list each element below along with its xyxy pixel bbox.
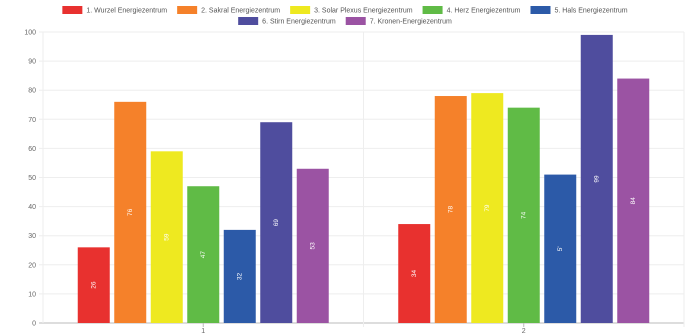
y-tick-label: 0 <box>32 321 36 328</box>
legend-item[interactable]: 5. Hals Energiezentrum <box>530 6 628 15</box>
legend-swatch <box>345 17 366 25</box>
bar[interactable] <box>507 107 540 323</box>
legend-swatch <box>290 6 311 14</box>
data-label: 53 <box>309 242 316 250</box>
data-label: 69 <box>273 219 280 227</box>
y-tick-label: 70 <box>28 117 36 124</box>
legend-swatch <box>62 6 83 14</box>
bar[interactable] <box>471 93 504 323</box>
legend-swatch <box>422 6 443 14</box>
legend-label: 3. Solar Plexus Energiezentrum <box>314 8 413 15</box>
legend-label: 5. Hals Energiezentrum <box>554 8 627 15</box>
bars: 26 76 59 47 32 69 53 34 78 79 74 5' 99 84 <box>77 34 650 324</box>
legend-label: 7. Kronen-Energiezentrum <box>370 19 452 26</box>
legend-label: 4. Herz Energiezentrum <box>447 8 521 15</box>
grid-lines <box>39 31 685 327</box>
y-tick-label: 80 <box>28 88 36 95</box>
bar[interactable] <box>114 101 147 323</box>
bar[interactable] <box>296 168 329 323</box>
bar[interactable] <box>398 224 431 323</box>
legend-item[interactable]: 1. Wurzel Energiezentrum <box>62 6 167 15</box>
legend-swatch <box>530 6 551 14</box>
y-tick-label: 10 <box>28 291 36 298</box>
legend[interactable]: 1. Wurzel Energiezentrum 2. Sakral Energi… <box>62 6 628 26</box>
data-label: 78 <box>447 206 454 214</box>
y-tick-label: 40 <box>28 204 36 211</box>
x-tick-label: 1 <box>201 328 205 335</box>
legend-swatch <box>238 17 259 25</box>
data-label: 34 <box>411 270 418 278</box>
data-label: 74 <box>520 211 527 219</box>
y-tick-label: 30 <box>28 233 36 240</box>
y-tick-label: 90 <box>28 59 36 66</box>
data-label: 99 <box>593 175 600 183</box>
data-label: 47 <box>200 251 207 259</box>
legend-label: 2. Sakral Energiezentrum <box>201 8 280 15</box>
y-axis: 0 10 20 30 40 50 60 70 80 90 100 <box>24 30 36 328</box>
data-label: 59 <box>163 233 170 241</box>
legend-item[interactable]: 6. Stirn Energiezentrum <box>238 17 336 26</box>
y-tick-label: 100 <box>24 30 36 37</box>
bar[interactable] <box>223 229 256 323</box>
y-tick-label: 20 <box>28 262 36 269</box>
y-tick-label: 60 <box>28 146 36 153</box>
data-label: 76 <box>127 208 134 216</box>
bar[interactable] <box>77 247 110 323</box>
bar[interactable] <box>544 174 577 323</box>
x-tick-label: 2 <box>522 328 526 335</box>
legend-label: 1. Wurzel Energiezentrum <box>86 8 167 15</box>
data-label: 5' <box>557 246 564 251</box>
bar[interactable] <box>187 186 220 323</box>
data-label: 79 <box>484 204 491 212</box>
data-label: 32 <box>236 272 243 280</box>
bar[interactable] <box>150 151 183 323</box>
bar[interactable] <box>434 96 467 324</box>
y-tick-label: 50 <box>28 175 36 182</box>
bar[interactable] <box>617 78 650 323</box>
legend-item[interactable]: 7. Kronen-Energiezentrum <box>345 17 452 26</box>
legend-item[interactable]: 2. Sakral Energiezentrum <box>177 6 280 15</box>
legend-swatch <box>177 6 198 14</box>
data-label: 84 <box>630 197 637 205</box>
data-label: 26 <box>90 281 97 289</box>
legend-item[interactable]: 3. Solar Plexus Energiezentrum <box>290 6 413 15</box>
legend-label: 6. Stirn Energiezentrum <box>262 19 336 26</box>
bar[interactable] <box>580 34 613 323</box>
legend-item[interactable]: 4. Herz Energiezentrum <box>422 6 521 15</box>
bar[interactable] <box>260 122 293 324</box>
